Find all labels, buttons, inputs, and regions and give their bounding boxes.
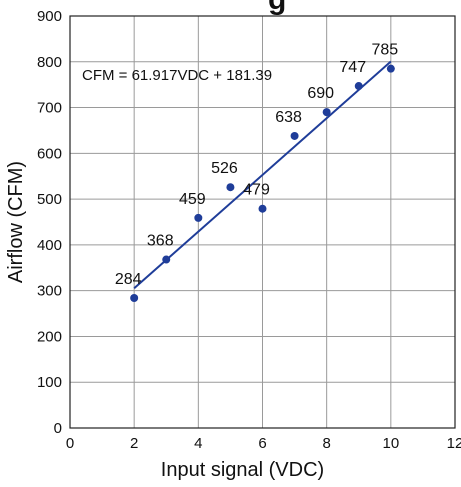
data-label: 526 [211,160,238,177]
trendline [133,60,392,290]
y-tick-label: 0 [54,420,62,437]
data-labels: 284 368 459 526 479 638 690 747 785 [115,42,398,288]
data-points [130,64,395,302]
data-label: 479 [243,182,270,199]
y-tick-label: 400 [37,237,62,254]
data-label: 785 [371,42,398,59]
x-tick-label: 12 [447,435,461,452]
y-tick-label: 600 [37,145,62,162]
data-label: 368 [147,233,174,250]
data-label: 284 [115,271,142,288]
tick-labels: 0 2 4 6 8 10 12 0 100 200 300 400 500 600 700 800 900 [37,8,461,452]
data-point [290,131,299,140]
data-label: 690 [307,85,334,102]
x-tick-label: 4 [194,435,202,452]
plot-frame [69,15,456,429]
y-tick-label: 700 [37,100,62,117]
data-point [130,293,139,302]
trendline-equation: CFM = 61.917VDC + 181.39 [82,67,272,84]
data-point [386,64,395,73]
x-tick-label: 6 [258,435,266,452]
data-label: 638 [275,109,302,126]
y-tick-label: 200 [37,328,62,345]
x-tick-label: 10 [382,435,399,452]
data-label: 747 [339,59,366,76]
data-point [322,108,331,117]
y-tick-label: 300 [37,283,62,300]
chart-title-fragment: g [268,0,286,16]
x-tick-label: 0 [66,435,74,452]
y-axis-title: Airflow (CFM) [5,161,27,283]
x-axis-title: Input signal (VDC) [161,459,324,481]
y-tick-label: 100 [37,374,62,391]
y-tick-label: 800 [37,54,62,71]
y-tick-label: 500 [37,191,62,208]
data-label: 459 [179,191,206,208]
data-point [226,183,235,192]
y-tick-label: 900 [37,8,62,25]
data-point [258,204,267,213]
data-point [162,255,171,264]
x-tick-label: 8 [322,435,330,452]
data-point [354,82,363,91]
data-point [194,213,203,222]
x-tick-label: 2 [130,435,138,452]
